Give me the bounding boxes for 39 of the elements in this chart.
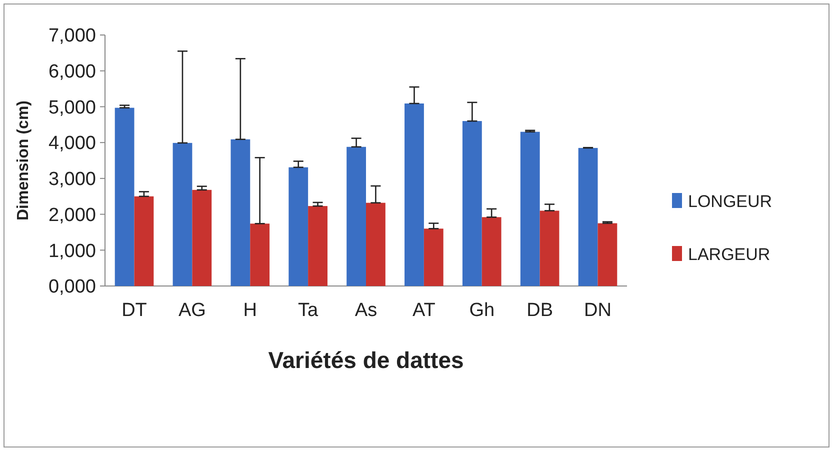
- x-tick-label: DN: [584, 300, 612, 321]
- y-tick-label: 7,000: [48, 26, 96, 47]
- y-axis-title: Dimension (cm): [15, 100, 32, 221]
- bar: [308, 206, 328, 286]
- bar: [288, 167, 308, 286]
- bar: [424, 228, 444, 286]
- bar: [346, 146, 366, 286]
- x-tick-label: H: [243, 300, 257, 321]
- bar: [482, 217, 502, 286]
- bar: [578, 148, 598, 286]
- bar: [462, 121, 482, 286]
- x-tick-label: DB: [526, 300, 554, 321]
- bar: [366, 202, 386, 286]
- bar: [230, 139, 250, 286]
- y-tick-label: 5,000: [48, 97, 96, 118]
- y-tick-label: 4,000: [48, 133, 96, 154]
- bar: [598, 223, 618, 286]
- x-tick-label: As: [354, 300, 378, 321]
- bar: [192, 190, 212, 286]
- x-tick-label: Gh: [469, 300, 495, 321]
- y-tick-label: 1,000: [48, 240, 96, 262]
- legend-label: LARGEUR: [688, 244, 770, 264]
- bar: [404, 103, 424, 286]
- x-tick-label: AT: [412, 300, 436, 321]
- bar: [540, 210, 560, 286]
- bar: [520, 132, 540, 286]
- bar: [134, 196, 154, 286]
- x-tick-label: Ta: [298, 300, 319, 321]
- x-axis-title: Variétés de dattes: [268, 347, 464, 373]
- bar: [172, 142, 192, 286]
- y-tick-label: 0,000: [48, 276, 96, 298]
- bar: [250, 224, 270, 286]
- legend-label: LONGEUR: [688, 192, 772, 211]
- y-tick-label: 6,000: [48, 62, 96, 83]
- x-tick-label: AG: [178, 300, 206, 321]
- bar: [114, 108, 134, 286]
- x-tick-label: DT: [122, 300, 148, 321]
- y-tick-label: 2,000: [48, 204, 96, 226]
- y-tick-label: 3,000: [48, 169, 96, 190]
